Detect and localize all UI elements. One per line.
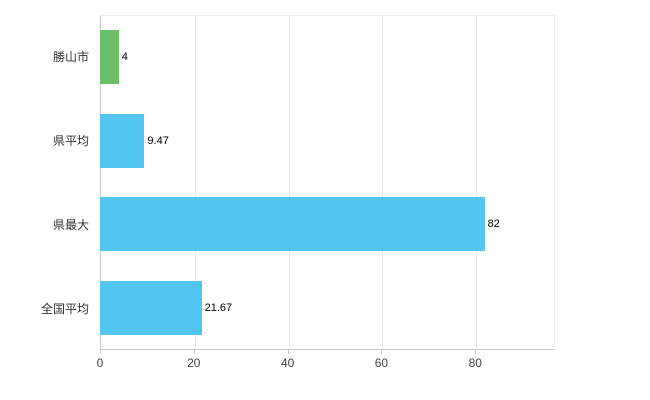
x-tick (475, 350, 477, 354)
value-label: 9.47 (147, 134, 169, 147)
bar (100, 29, 119, 84)
bar-row: 勝山市 4 (0, 15, 555, 99)
x-tick-label: 80 (468, 356, 482, 370)
x-tick (381, 350, 383, 354)
value-label: 21.67 (204, 302, 233, 315)
bar-track: 82 (100, 183, 555, 267)
bar (100, 281, 202, 336)
gridline (476, 16, 478, 349)
x-axis: 0 20 40 60 80 (96, 350, 555, 375)
gridline (288, 16, 290, 349)
bar-row: 県最大 82 (0, 183, 555, 267)
value-label: 82 (487, 218, 500, 231)
category-label: 全国平均 (40, 301, 89, 316)
bar-track: 4 (100, 15, 555, 99)
gridline (382, 16, 384, 349)
plot-area (100, 15, 555, 350)
x-tick (287, 350, 289, 354)
x-tick-label: 60 (374, 356, 389, 370)
x-tick-label: 0 (96, 356, 104, 370)
gridline (194, 16, 196, 349)
category-label: 県最大 (52, 217, 89, 232)
category-label: 勝山市 (52, 50, 89, 65)
x-tick-label: 40 (280, 356, 295, 370)
bar-rows: 勝山市 4 県平均 9.47 県最大 82 全国平均 21.67 (0, 15, 555, 350)
value-label: 4 (121, 50, 128, 63)
category-label: 県平均 (52, 134, 89, 149)
bar-track: 21.67 (100, 266, 555, 350)
bar (100, 113, 145, 168)
bar-row: 県平均 9.47 (0, 99, 555, 183)
bar-row: 全国平均 21.67 (0, 266, 555, 350)
x-tick-label: 20 (187, 356, 201, 370)
x-tick (193, 350, 195, 354)
x-tick (100, 350, 101, 354)
bar (100, 197, 485, 252)
bar-track: 9.47 (100, 99, 555, 183)
